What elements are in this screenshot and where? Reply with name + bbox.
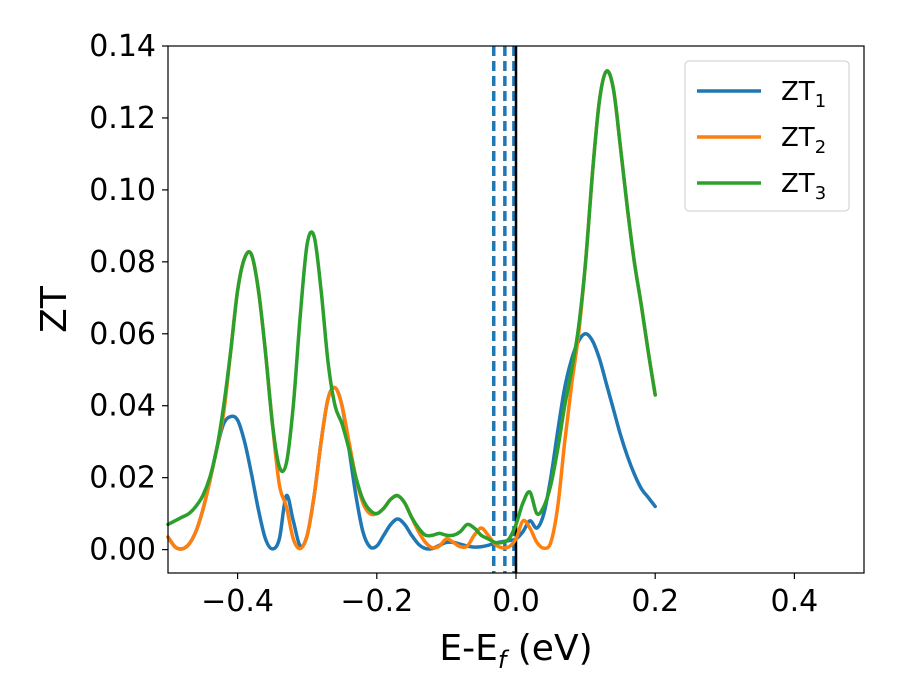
y-tick-label: 0.08 xyxy=(89,245,156,280)
legend-label-3: ZT3 xyxy=(781,169,826,204)
x-axis-label-main: E-E xyxy=(439,628,497,669)
y-axis: 0.00 0.02 0.04 0.06 0.08 0.10 0.12 0.14 xyxy=(89,29,168,568)
x-tick-label: 0.0 xyxy=(492,584,540,619)
y-tick-label: 0.00 xyxy=(89,533,156,568)
legend-label-3-name: ZT xyxy=(781,169,815,199)
x-axis-label: E-Ef (eV) xyxy=(439,628,592,674)
legend-entry-3: ZT3 xyxy=(697,169,826,204)
legend: ZT1 ZT2 ZT3 xyxy=(684,60,850,212)
x-tick-label: −0.4 xyxy=(201,584,274,619)
legend-entry-1: ZT1 xyxy=(697,77,826,112)
legend-label-1: ZT1 xyxy=(781,77,826,112)
y-tick-label: 0.14 xyxy=(89,29,156,64)
x-axis: −0.4 −0.2 0.0 0.2 0.4 xyxy=(201,573,818,619)
x-axis-label-unit: (eV) xyxy=(506,628,592,669)
legend-box xyxy=(684,60,850,212)
legend-label-1-name: ZT xyxy=(781,77,815,107)
legend-entry-2: ZT2 xyxy=(697,123,826,158)
legend-label-2-name: ZT xyxy=(781,123,815,153)
y-tick-label: 0.06 xyxy=(89,317,156,352)
series-line-3 xyxy=(166,69,657,545)
x-tick-label: 0.2 xyxy=(631,584,679,619)
legend-label-2-subscript: 2 xyxy=(815,137,826,158)
x-tick-label: 0.4 xyxy=(771,584,819,619)
x-tick-label: −0.2 xyxy=(340,584,413,619)
plot-area xyxy=(166,46,657,573)
y-tick-label: 0.12 xyxy=(89,101,156,136)
y-tick-label: 0.04 xyxy=(89,389,156,424)
legend-label-1-subscript: 1 xyxy=(815,91,826,112)
y-tick-label: 0.10 xyxy=(89,173,156,208)
y-axis-label: ZT xyxy=(34,285,75,333)
legend-label-3-subscript: 3 xyxy=(815,183,826,204)
y-tick-label: 0.02 xyxy=(89,461,156,496)
legend-label-2: ZT2 xyxy=(781,123,826,158)
